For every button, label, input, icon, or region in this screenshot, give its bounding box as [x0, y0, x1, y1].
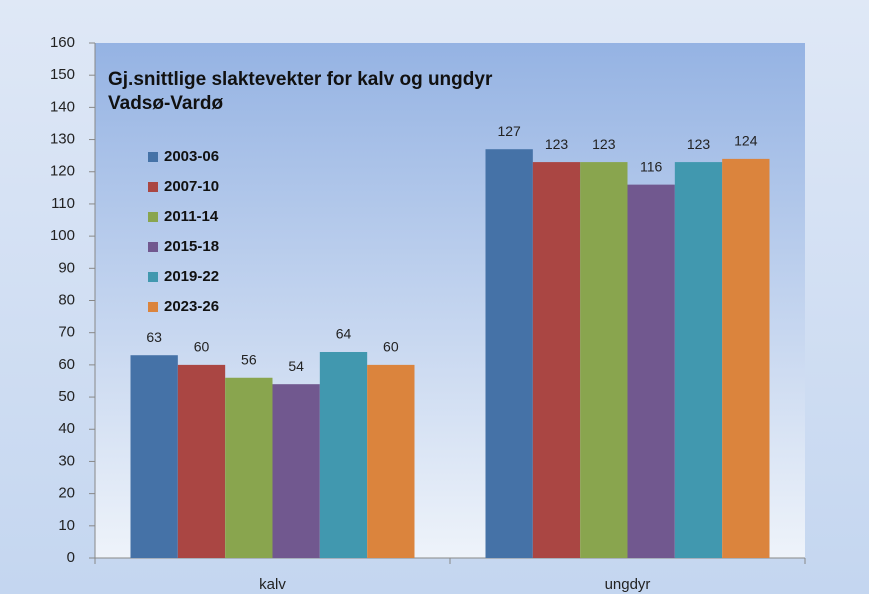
y-tick-label: 80	[58, 291, 75, 308]
y-tick-label: 60	[58, 356, 75, 373]
legend-label: 2011-14	[164, 208, 219, 225]
y-tick-label: 0	[67, 549, 75, 566]
bar	[674, 162, 723, 558]
bar	[580, 162, 628, 558]
value-label: 124	[734, 133, 758, 149]
x-tick-label: ungdyr	[605, 576, 651, 593]
x-tick-label: kalv	[259, 576, 286, 593]
value-label: 116	[640, 158, 663, 174]
y-tick-label: 30	[58, 452, 75, 469]
legend-swatch	[148, 272, 158, 282]
y-tick-label: 100	[50, 227, 75, 244]
bar	[130, 355, 178, 558]
bar	[367, 364, 415, 558]
y-tick-label: 150	[50, 66, 75, 83]
y-tick-label: 160	[50, 34, 75, 51]
value-label: 60	[383, 339, 399, 355]
y-tick-label: 10	[58, 517, 75, 534]
value-label: 123	[592, 136, 616, 152]
bar	[722, 158, 770, 558]
bar	[272, 384, 320, 558]
legend-label: 2019-22	[164, 268, 219, 285]
value-label: 64	[336, 326, 352, 342]
y-tick-label: 70	[58, 324, 75, 341]
y-tick-label: 110	[51, 195, 75, 212]
chart-subtitle: Vadsø-Vardø	[108, 93, 223, 114]
legend-swatch	[148, 182, 158, 192]
legend-swatch	[148, 152, 158, 162]
legend-swatch	[148, 302, 158, 312]
value-label: 123	[687, 136, 711, 152]
value-label: 60	[194, 339, 210, 355]
y-tick-label: 90	[58, 259, 75, 276]
y-tick-label: 20	[58, 485, 75, 502]
bar	[532, 162, 581, 558]
legend-label: 2015-18	[164, 238, 219, 255]
legend-label: 2007-10	[164, 178, 219, 195]
legend-label: 2003-06	[164, 148, 219, 165]
legend-label: 2023-26	[164, 298, 219, 315]
y-tick-label: 130	[50, 131, 75, 148]
legend-swatch	[148, 242, 158, 252]
y-tick-label: 50	[58, 388, 75, 405]
y-tick-label: 140	[50, 98, 75, 115]
value-label: 63	[146, 329, 162, 345]
bar	[319, 352, 368, 558]
bar	[177, 364, 226, 558]
value-label: 54	[288, 358, 304, 374]
bar	[627, 184, 675, 558]
value-label: 127	[497, 123, 521, 139]
value-label: 123	[545, 136, 569, 152]
legend-swatch	[148, 212, 158, 222]
value-label: 56	[241, 351, 257, 367]
chart-title: Gj.snittlige slaktevekter for kalv og un…	[108, 69, 493, 90]
y-tick-label: 120	[50, 163, 75, 180]
bar	[225, 377, 273, 558]
y-tick-label: 40	[58, 420, 75, 437]
bar	[485, 149, 533, 558]
